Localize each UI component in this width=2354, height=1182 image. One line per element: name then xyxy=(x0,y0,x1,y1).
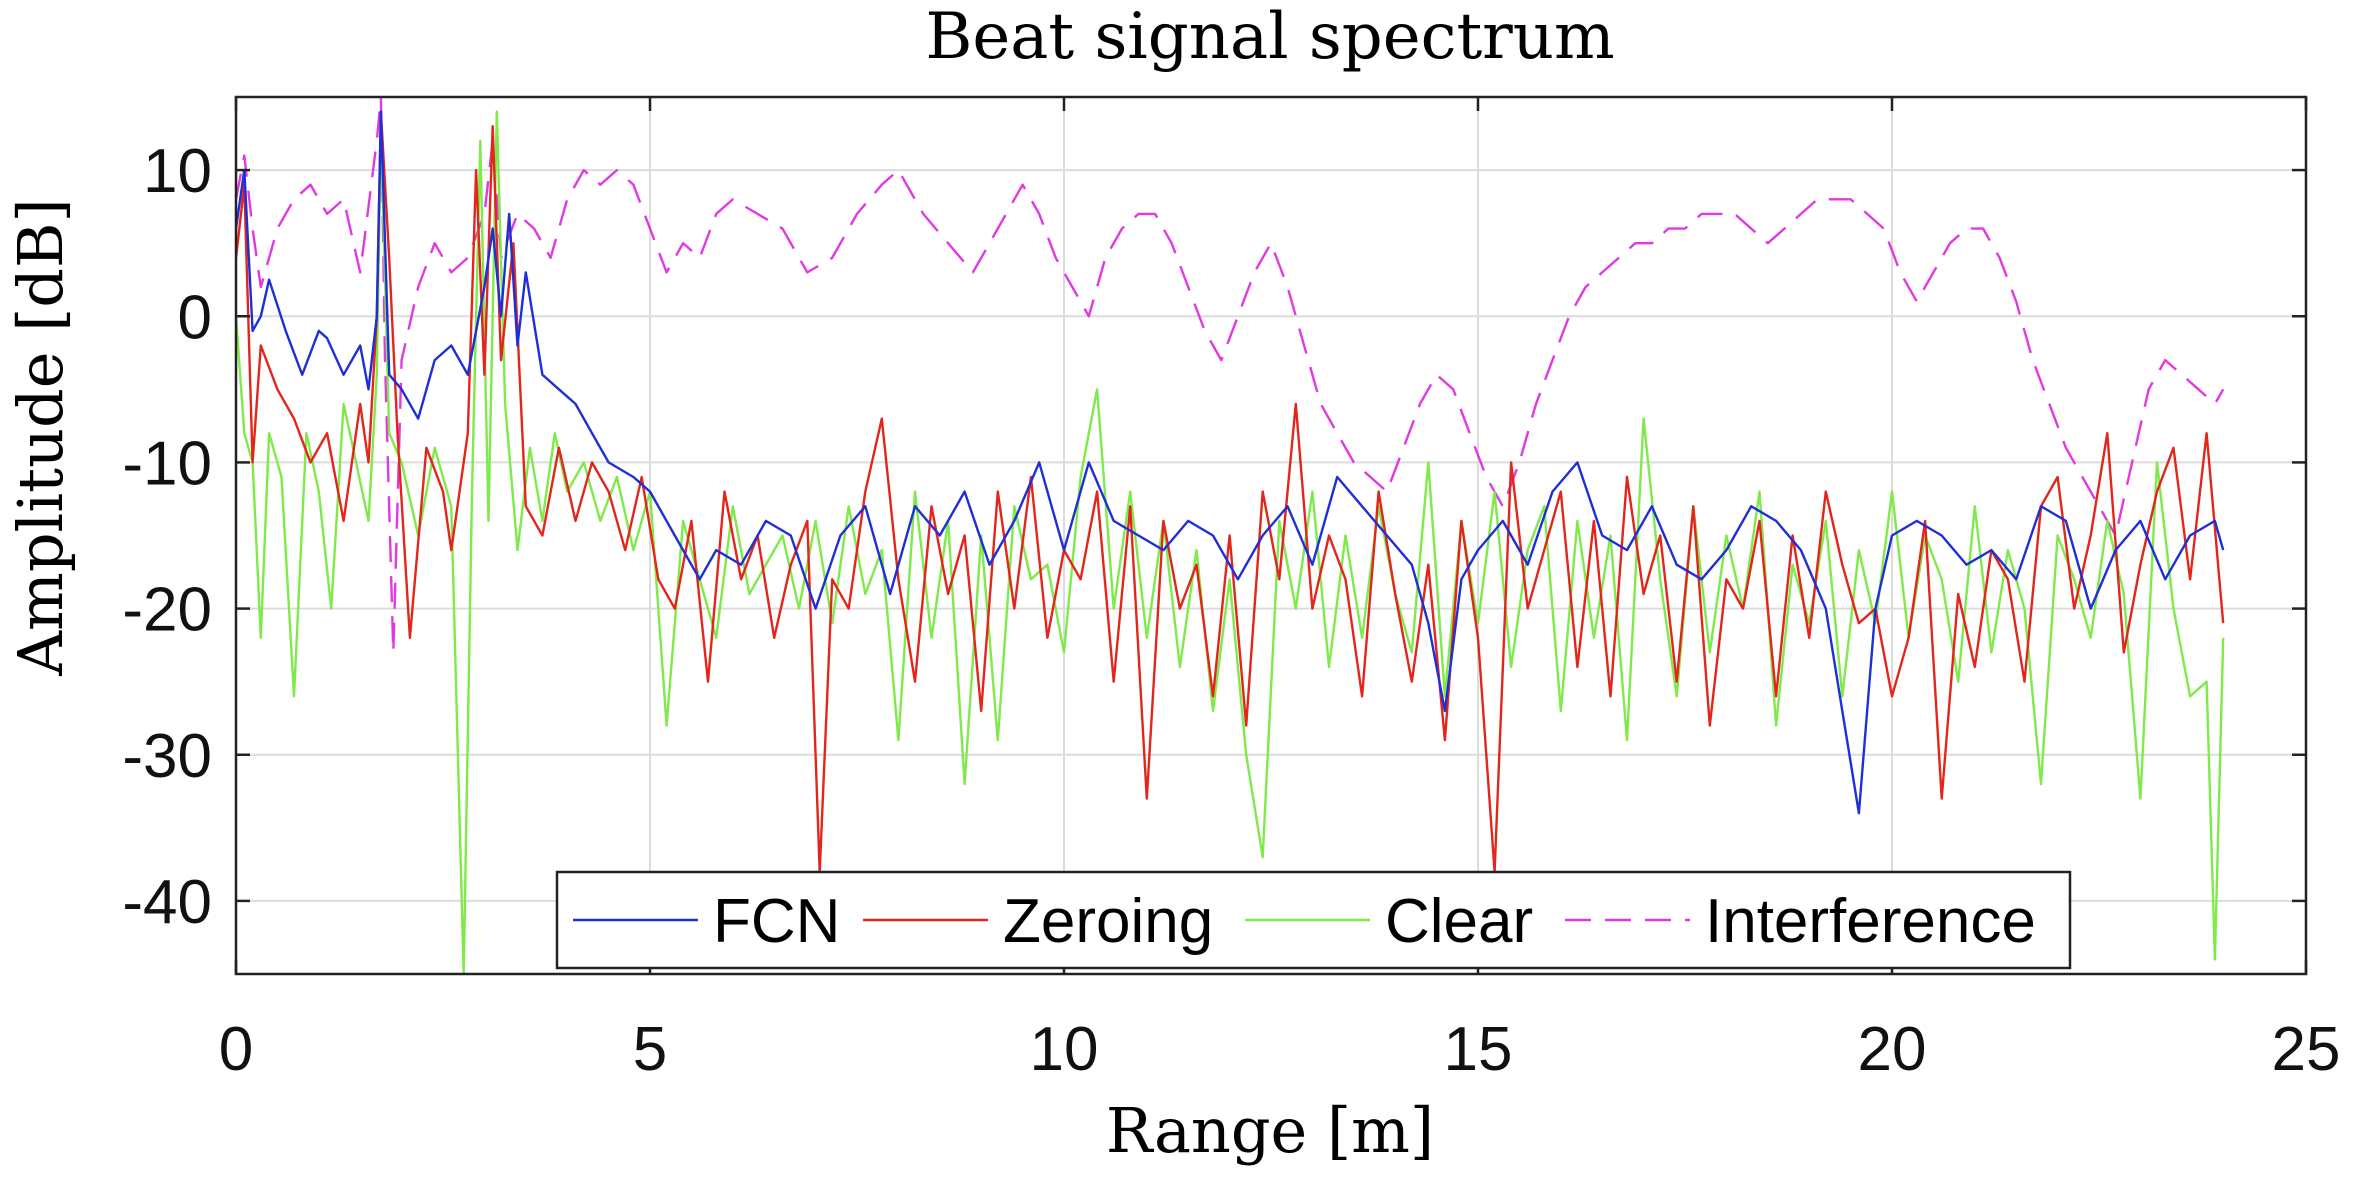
x-tick-label: 25 xyxy=(2272,1015,2341,1084)
y-tick-label: -40 xyxy=(122,868,212,937)
series-layer xyxy=(236,97,2225,974)
legend-label-fcn: FCN xyxy=(713,887,840,956)
x-tick-labels: 0 5 10 15 20 25 xyxy=(219,1015,2341,1084)
y-axis-label: Amplitude [dB] xyxy=(4,198,77,676)
x-tick-label: 10 xyxy=(1030,1015,1099,1084)
y-tick-labels: -40 -30 -20 -10 0 10 xyxy=(122,137,212,937)
chart-title: Beat signal spectrum xyxy=(925,0,1614,74)
plot-area-border xyxy=(234,95,2308,976)
series-line-fcn xyxy=(236,110,2225,815)
y-tick-label: -30 xyxy=(122,722,212,791)
legend-label-zeroing: Zeroing xyxy=(1003,887,1213,956)
x-tick-label: 5 xyxy=(633,1015,667,1084)
series-line-interference xyxy=(236,97,2225,654)
x-tick-label: 0 xyxy=(219,1015,253,1084)
y-tick-label: -20 xyxy=(122,576,212,645)
legend-label-interference: Interference xyxy=(1705,887,2036,956)
series-line-zeroing xyxy=(236,110,2225,873)
x-axis-label: Range [m] xyxy=(1106,1094,1434,1167)
legend-label-clear: Clear xyxy=(1385,887,1533,956)
x-tick-label: 15 xyxy=(1444,1015,1513,1084)
legend: FCN Zeroing Clear Interference xyxy=(555,870,2072,970)
y-tick-label: 10 xyxy=(143,137,212,206)
y-tick-label: 0 xyxy=(178,283,212,352)
x-tick-label: 20 xyxy=(1858,1015,1927,1084)
y-tick-label: -10 xyxy=(122,429,212,498)
